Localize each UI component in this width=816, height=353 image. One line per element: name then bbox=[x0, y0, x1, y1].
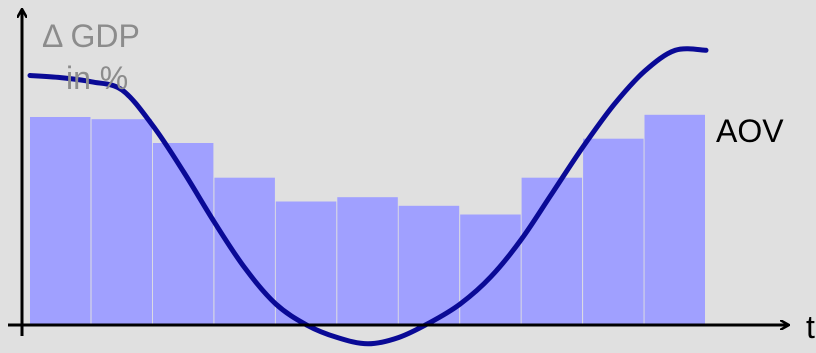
bar-10 bbox=[583, 138, 644, 325]
y-axis-title-line1: Δ GDP bbox=[42, 18, 140, 54]
bar-2 bbox=[91, 119, 152, 325]
bar-9 bbox=[521, 177, 583, 325]
x-axis-label: t bbox=[806, 309, 815, 345]
bar-5 bbox=[275, 201, 337, 325]
bar-11 bbox=[644, 114, 705, 325]
bar-7 bbox=[398, 205, 460, 325]
bar-1 bbox=[30, 117, 91, 325]
bar-8 bbox=[460, 214, 521, 325]
y-axis-title-line2: in % bbox=[66, 60, 128, 96]
aov-curve bbox=[27, 46, 709, 347]
bar-6 bbox=[337, 197, 398, 325]
aov-series-label: AOV bbox=[716, 113, 784, 149]
bar-4 bbox=[214, 177, 275, 325]
bars-group bbox=[30, 114, 705, 325]
